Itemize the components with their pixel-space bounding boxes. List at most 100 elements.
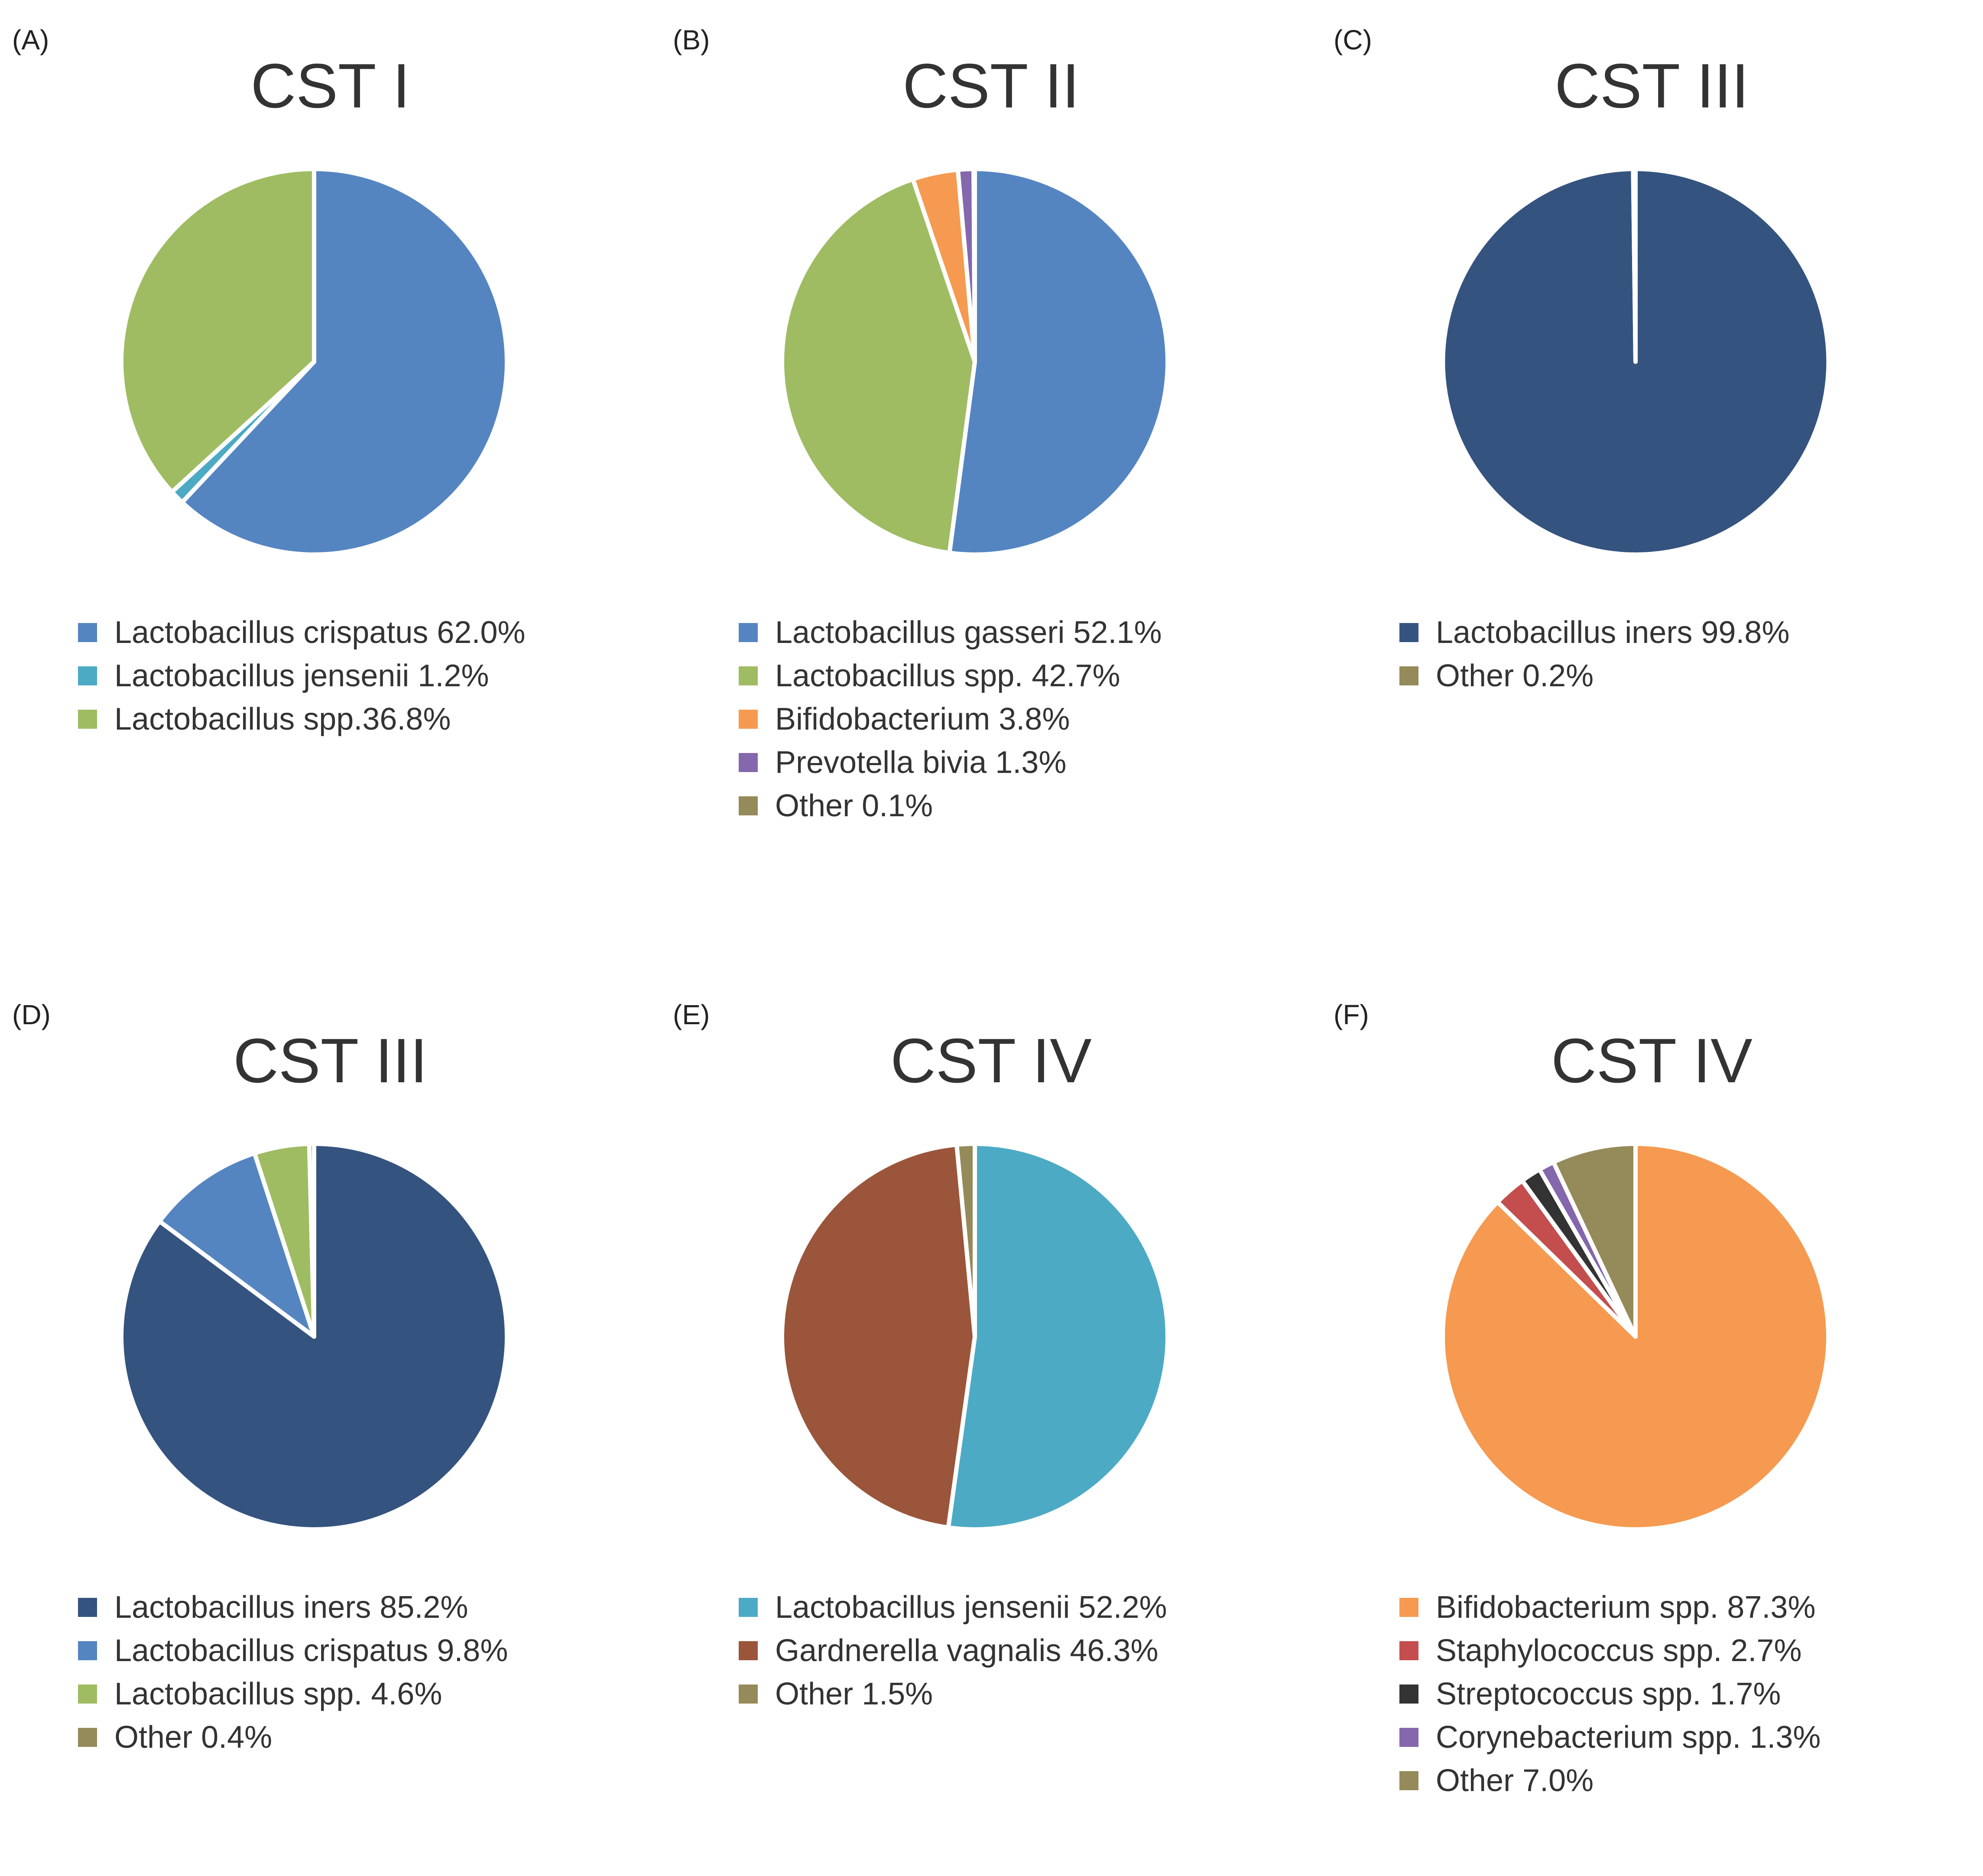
legend-item: Bifidobacterium 3.8% (739, 698, 1162, 741)
chart-title: CST I (250, 51, 410, 121)
legend-label: Lactobacillus crispatus 62.0% (114, 615, 526, 650)
legend-label: Lactobacillus iners 99.8% (1436, 615, 1790, 650)
legend: Lactobacillus gasseri 52.1% Lactobacillu… (739, 611, 1162, 828)
legend-swatch (739, 1598, 758, 1617)
legend-swatch (78, 1598, 97, 1617)
legend-swatch (78, 623, 97, 642)
pie-panel-c: (C) CST III Lactobacillus iners 99.8% Ot… (1321, 0, 1982, 901)
legend: Lactobacillus iners 85.2% Lactobacillus … (78, 1586, 508, 1759)
legend-item: Bifidobacterium spp. 87.3% (1399, 1586, 1821, 1629)
legend-swatch (739, 796, 758, 815)
legend-item: Other 7.0% (1399, 1759, 1821, 1802)
legend-label: Lactobacillus iners 85.2% (114, 1590, 468, 1625)
legend-label: Lactobacillus crispatus 9.8% (114, 1633, 508, 1668)
legend-item: Lactobacillus crispatus 62.0% (78, 611, 526, 654)
legend-label: Bifidobacterium 3.8% (775, 702, 1070, 737)
pie-slice-other (1551, 1142, 1638, 1339)
legend-swatch (78, 666, 97, 685)
pie-slice-lactobacillus-spp (119, 167, 316, 494)
legend-label: Lactobacillus spp.36.8% (114, 702, 451, 737)
legend-item: Other 0.4% (78, 1716, 508, 1759)
legend-swatch (1399, 666, 1418, 685)
legend: Bifidobacterium spp. 87.3% Staphylococcu… (1399, 1586, 1821, 1802)
legend-swatch (1399, 1598, 1418, 1617)
legend-label: Staphylococcus spp. 2.7% (1436, 1633, 1802, 1668)
legend-label: Lactobacillus spp. 4.6% (114, 1677, 442, 1711)
legend-swatch (78, 1641, 97, 1660)
legend-label: Other 0.2% (1436, 659, 1594, 693)
legend: Lactobacillus jensenii 52.2% Gardnerella… (739, 1586, 1167, 1716)
pie-panel-e: (E) CST IV Lactobacillus jensenii 52.2% … (661, 975, 1321, 1876)
legend-swatch (1399, 1685, 1418, 1704)
chart-title: CST II (902, 51, 1080, 121)
legend-item: Corynebacterium spp. 1.3% (1399, 1716, 1821, 1759)
legend-label: Bifidobacterium spp. 87.3% (1436, 1590, 1816, 1625)
legend-item: Other 0.2% (1399, 654, 1789, 698)
pie-chart (119, 167, 510, 557)
legend-swatch (739, 1641, 758, 1660)
pie-slice-lactobacillus-crispatus (180, 167, 510, 557)
panel-label: (F) (1334, 999, 1369, 1030)
legend-label: Lactobacillus jensenii 1.2% (114, 659, 489, 693)
pie-slice-other (307, 1141, 316, 1339)
pie-panel-f: (F) CST IV Bifidobacterium spp. 87.3% St… (1321, 975, 1982, 1876)
legend-item: Staphylococcus spp. 2.7% (1399, 1629, 1821, 1672)
pie-slice-lactobacillus-gasseri (947, 167, 1170, 557)
panel-label: (A) (12, 24, 49, 55)
pie-panel-a: (A) CST I Lactobacillus crispatus 62.0% … (0, 0, 661, 901)
legend-swatch (1399, 1728, 1418, 1747)
panel-label: (D) (12, 999, 51, 1030)
legend-item: Lactobacillus spp. 42.7% (739, 654, 1162, 698)
pie-slice-lactobacillus-crispatus (157, 1151, 316, 1339)
pie-chart (1441, 1142, 1830, 1532)
legend-label: Other 7.0% (1436, 1763, 1594, 1798)
legend-swatch (1399, 1771, 1418, 1790)
pie-slice-lactobacillus-spp (780, 177, 977, 555)
panel-label: (B) (673, 24, 710, 55)
legend: Lactobacillus crispatus 62.0% Lactobacil… (78, 611, 526, 741)
pie-slice-lactobacillus-jensenii (946, 1142, 1170, 1532)
chart-title: CST IV (1551, 1026, 1753, 1096)
legend-swatch (78, 1728, 97, 1747)
pie-chart (119, 1141, 509, 1532)
pie-chart (780, 1141, 1170, 1532)
pie-panel-d: (D) CST III Lactobacillus iners 85.2% La… (0, 975, 661, 1876)
legend-swatch (1399, 623, 1418, 642)
legend-item: Lactobacillus gasseri 52.1% (739, 611, 1162, 654)
legend-swatch (739, 1685, 758, 1704)
legend-label: Lactobacillus jensenii 52.2% (775, 1590, 1167, 1625)
legend-item: Gardnerella vagnalis 46.3% (739, 1629, 1167, 1672)
legend-swatch (739, 710, 758, 729)
legend-label: Other 0.1% (775, 789, 933, 823)
chart-title: CST III (1555, 51, 1749, 121)
legend-item: Streptococcus spp. 1.7% (1399, 1672, 1821, 1716)
legend-label: Corynebacterium spp. 1.3% (1436, 1720, 1821, 1755)
chart-title: CST III (233, 1026, 428, 1096)
legend-label: Gardnerella vagnalis 46.3% (775, 1633, 1159, 1668)
chart-title: CST IV (890, 1026, 1092, 1096)
pie-chart (1441, 167, 1831, 557)
legend-swatch (739, 666, 758, 685)
pie-slice-other (1631, 167, 1638, 364)
legend-swatch (739, 753, 758, 772)
panel-label: (E) (673, 999, 710, 1030)
pie-slice-other (954, 1141, 977, 1339)
legend-label: Lactobacillus spp. 42.7% (775, 659, 1120, 693)
legend-item: Lactobacillus crispatus 9.8% (78, 1629, 508, 1672)
legend-item: Lactobacillus iners 85.2% (78, 1586, 508, 1629)
legend: Lactobacillus iners 99.8% Other 0.2% (1399, 611, 1789, 698)
legend-swatch (739, 623, 758, 642)
pie-panel-b: (B) CST II Lactobacillus gasseri 52.1% L… (661, 0, 1321, 901)
legend-swatch (78, 1685, 97, 1704)
legend-label: Streptococcus spp. 1.7% (1436, 1677, 1781, 1711)
legend-item: Other 0.1% (739, 784, 1162, 828)
legend-item: Prevotella bivia 1.3% (739, 741, 1162, 784)
legend-item: Lactobacillus iners 99.8% (1399, 611, 1789, 654)
pie-slice-gardnerella-vagnalis (780, 1142, 977, 1530)
legend-label: Other 0.4% (114, 1720, 273, 1755)
legend-item: Lactobacillus jensenii 1.2% (78, 654, 526, 698)
pie-chart (780, 167, 1170, 557)
panel-label: (C) (1334, 24, 1372, 55)
pie-slice-other (971, 167, 977, 364)
legend-item: Other 1.5% (739, 1672, 1167, 1716)
